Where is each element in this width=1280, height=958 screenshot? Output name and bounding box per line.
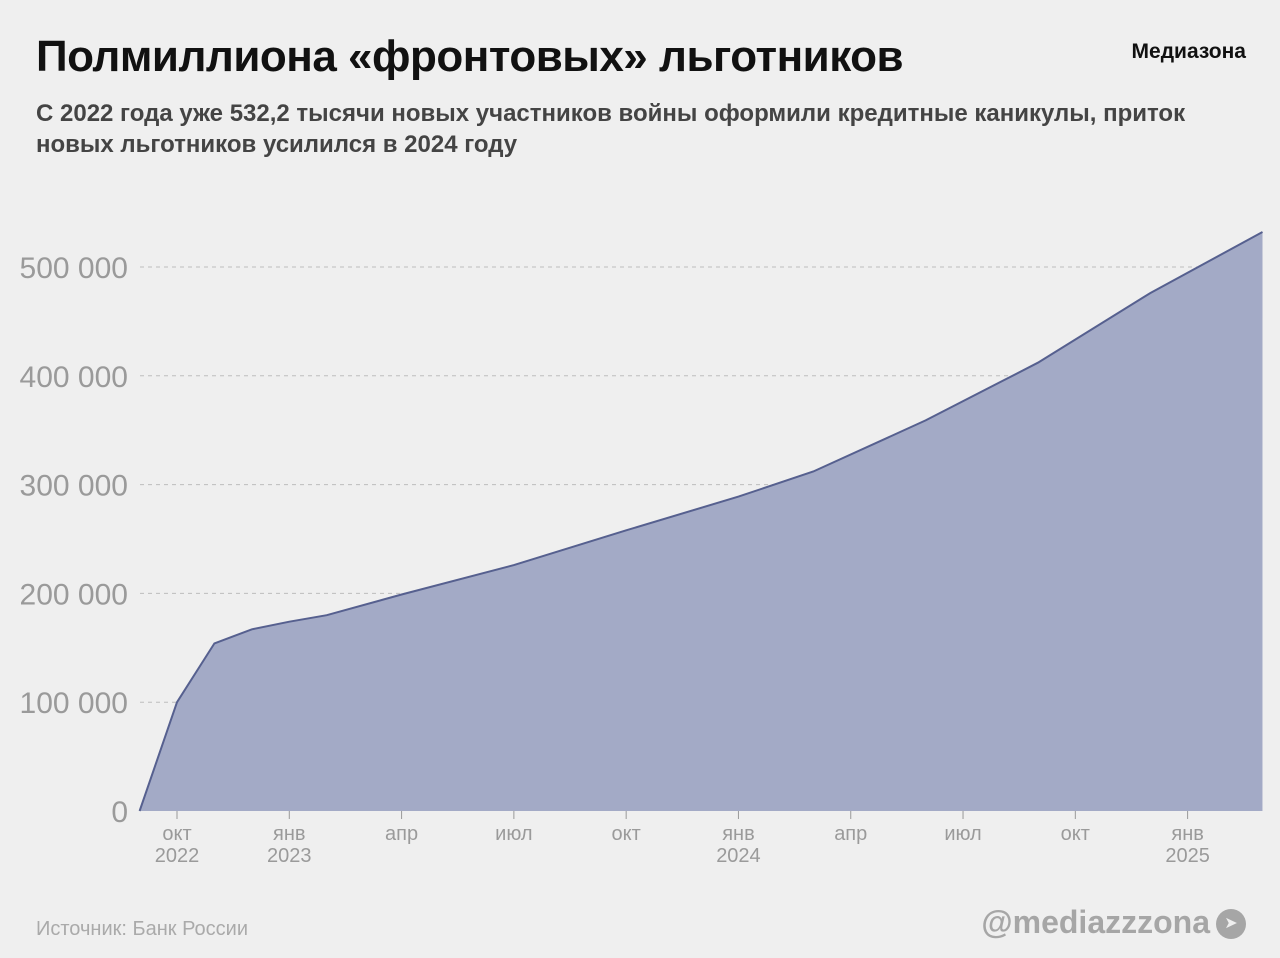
y-tick-label: 500 000: [20, 252, 128, 285]
social-handle[interactable]: @mediazzzona: [981, 904, 1210, 940]
x-tick-label: окт: [1061, 823, 1090, 845]
x-tick-year: 2025: [1165, 845, 1210, 867]
source-note: Источник: Банк России: [36, 918, 249, 940]
telegram-icon[interactable]: ➤: [1216, 909, 1246, 939]
y-tick-label: 0: [111, 796, 128, 829]
x-tick-label: июл: [944, 823, 981, 845]
x-tick-label: окт: [162, 823, 191, 845]
chart-subtitle: С 2022 года уже 532,2 тысячи новых участ…: [36, 100, 1186, 158]
x-tick-year: 2023: [267, 845, 312, 867]
x-tick-label: апр: [385, 823, 418, 845]
chart-title: Полмиллиона «фронтовых» льготников: [36, 32, 904, 81]
y-tick-label: 300 000: [20, 470, 128, 503]
area-fill: [139, 232, 1263, 811]
y-tick-label: 400 000: [20, 361, 128, 394]
x-tick-label: окт: [612, 823, 641, 845]
x-tick-year: 2022: [155, 845, 200, 867]
x-tick-label: янв: [722, 823, 755, 845]
x-tick-label: янв: [1171, 823, 1204, 845]
y-tick-label: 200 000: [20, 578, 128, 611]
brand-logo: Медиазона: [1131, 40, 1246, 63]
x-tick-label: янв: [273, 823, 306, 845]
x-tick-year: 2024: [716, 845, 761, 867]
x-tick-label: апр: [834, 823, 867, 845]
y-tick-label: 100 000: [20, 687, 128, 720]
x-tick-label: июл: [495, 823, 532, 845]
